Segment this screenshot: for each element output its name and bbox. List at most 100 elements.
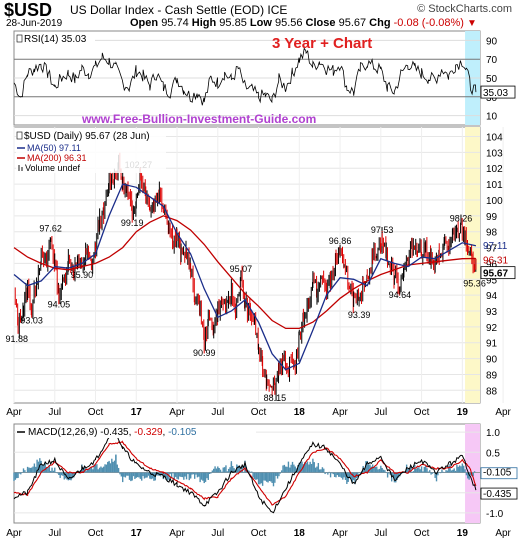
x-axis-label: Jul (374, 407, 387, 418)
x-axis-label: 19 (457, 407, 469, 418)
x-axis-label-bottom: Jul (374, 528, 387, 539)
x-axis-label: Jul (211, 407, 224, 418)
macd-legend-separator: , (163, 427, 169, 438)
macd-value-box (480, 487, 518, 500)
chart-date: 28-Jun-2019 (6, 18, 63, 29)
close-value: 95.67 (338, 17, 367, 29)
macd-signal-line (13, 440, 477, 506)
macd-tick-label: 0.5 (486, 448, 500, 459)
volume-legend: Volume undef (25, 163, 81, 173)
price-tick-label: 100 (486, 196, 503, 207)
rsi-line (13, 47, 477, 106)
price-tick-label: 102 (486, 164, 503, 175)
macd-tick-label: 1.0 (486, 428, 500, 439)
price-legend-bg (16, 129, 166, 173)
price-legend-swatch (16, 131, 23, 140)
price-highlight-region (465, 127, 480, 403)
ma50-value-label: 97.11 (483, 241, 508, 252)
x-axis-label-bottom: Apr (332, 528, 348, 539)
rsi-tick-label: 50 (486, 74, 498, 85)
x-axis-label: 18 (294, 407, 306, 418)
macd-legend-value: MACD(12,26,9) (28, 427, 100, 438)
chart-overlay-title: 3 Year + Chart (272, 35, 372, 52)
price-tick-label: 103 (486, 148, 503, 159)
x-axis-label-bottom: Apr (169, 528, 185, 539)
x-axis-label: Oct (251, 407, 267, 418)
macd-frame (13, 423, 481, 524)
close-value-box (480, 266, 516, 280)
x-axis-label-bottom: Oct (251, 528, 267, 539)
macd-line (13, 430, 477, 514)
rsi-legend-bg (15, 33, 95, 45)
price-tick-label: 97 (486, 244, 498, 255)
price-tick-label: 92 (486, 323, 498, 334)
ma200-line (13, 215, 476, 330)
x-axis-label: Apr (6, 407, 22, 418)
x-axis-label: Oct (414, 407, 430, 418)
x-axis-label: Apr (495, 407, 511, 418)
price-annotation: 94.64 (389, 290, 412, 300)
low-value: 95.56 (274, 17, 303, 29)
macd-hist-box (480, 467, 518, 480)
high-label: High (191, 17, 217, 29)
price-legend-main: $USD (Daily) 95.67 (28 Jun) (24, 131, 150, 142)
price-tick-label: 104 (486, 133, 503, 144)
price-annotation: 95.07 (230, 264, 253, 274)
price-tick-label: 88 (486, 386, 498, 397)
x-axis-label-bottom: 18 (294, 528, 306, 539)
price-tick-label: 99 (486, 212, 498, 223)
low-label: Low (249, 17, 272, 29)
price-annotation: 99.19 (121, 218, 144, 228)
macd-tick-label: -1.0 (486, 509, 504, 520)
ticker-symbol: $USD (4, 0, 53, 20)
x-axis: Apr Apr Jul Jul Oct Oct 17 17 Apr Apr Jul Jul Oct Oct… (6, 407, 511, 539)
x-axis-label-bottom: Jul (48, 528, 61, 539)
price-annotation: 95.36 (463, 279, 486, 289)
macd-legend-bg (16, 426, 256, 438)
x-axis-label-bottom: 17 (131, 528, 143, 539)
macd-hist-value-label: -0.105 (483, 468, 512, 479)
high-value: 95.85 (219, 17, 247, 29)
rsi-legend: RSI(14) 35.03 (24, 34, 87, 45)
price-tick-label: 95 (486, 275, 498, 286)
rsi-tick-label: 10 (486, 112, 498, 123)
rsi-tick-label: 90 (486, 36, 498, 47)
price-annotation: 98.26 (450, 214, 473, 224)
chg-down-icon: ▼ (467, 18, 477, 29)
rsi-current-box (480, 85, 516, 99)
x-axis-label: Apr (332, 407, 348, 418)
x-axis-label: Apr (169, 407, 185, 418)
price-tick-label: 98 (486, 228, 498, 239)
open-label: Open (130, 17, 159, 29)
volume-legend-swatch (18, 165, 20, 171)
price-tick-label: 90 (486, 355, 498, 366)
macd-legend: MACD(12,26,9) -0.435, -0.329, -0.105 (28, 427, 197, 438)
price-annotation: 91.88 (5, 334, 28, 344)
chg-value: -0.08 (-0.08%) (393, 17, 464, 29)
x-axis-label-bottom: 19 (457, 528, 469, 539)
instrument-name: US Dollar Index - Cash Settle (EOD) ICE (70, 3, 287, 17)
x-axis-label: Oct (88, 407, 104, 418)
x-axis-label-bottom: Oct (88, 528, 104, 539)
ma50-legend: MA(50) 97.11 (27, 143, 81, 153)
quote-line: Open 95.74 High 95.85 Low 95.56 Close 95… (130, 17, 477, 29)
price-panel: 104 103 102 101 100 99 98 97 96 95 94 93 92 91 90 89 88 9… (5, 112, 516, 404)
macd-legend-value: -0.105 (168, 427, 197, 438)
ma200-legend: MA(200) 96.31 (27, 153, 87, 163)
price-tick-label: 94 (486, 291, 498, 302)
ma200-value-label: 96.31 (483, 255, 508, 266)
website-label: www.Free-Bullion-Investment-Guide.com (81, 112, 316, 126)
x-axis-label: 17 (131, 407, 143, 418)
price-tick-label: 96 (486, 259, 498, 270)
x-axis-label-bottom: Jul (211, 528, 224, 539)
price-annotation: 94.05 (48, 299, 71, 309)
x-axis-label-bottom: Apr (495, 528, 511, 539)
price-tick-label: 93 (486, 307, 498, 318)
macd-legend-value: -0.435 (100, 427, 129, 438)
price-tick-label: 91 (486, 339, 498, 350)
close-label: Close (305, 17, 336, 29)
price-tick-label: 89 (486, 370, 498, 381)
